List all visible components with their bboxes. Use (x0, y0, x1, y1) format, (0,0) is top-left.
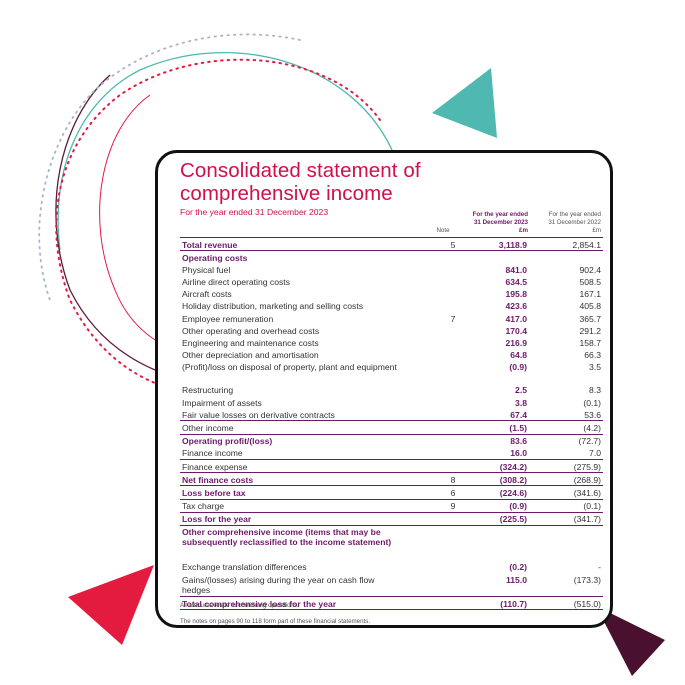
table-row: Restructuring 2.5 8.3 (182, 385, 601, 396)
table-row: Loss for the year (225.5) (341.7) (180, 511, 603, 525)
statement-subtitle: For the year ended 31 December 2023 (180, 207, 329, 217)
current-header-unit: £m (519, 227, 528, 234)
table-row: Exchange translation differences (0.2) - (182, 562, 601, 573)
table-row: Total revenue 5 3,118.9 2,854.1 (180, 237, 603, 250)
table-row: Finance expense (324.2) (275.9) (180, 459, 603, 472)
statement-card: Consolidated statement of comprehensive … (155, 150, 613, 628)
table-row: Fair value losses on derivative contract… (182, 409, 601, 420)
prior-header-line1: For the year ended (548, 211, 601, 218)
purple-arc (55, 74, 156, 371)
red-triangle (68, 565, 154, 645)
table-row: Holiday distribution, marketing and sell… (182, 301, 601, 312)
prior-header-line2: 31 December 2022 (548, 219, 601, 226)
table-row: Other comprehensive income (items that m… (180, 524, 603, 561)
current-year-header: For the year ended 31 December 2023 £m (448, 211, 528, 235)
current-header-line1: For the year ended (472, 211, 528, 218)
table-row: (Profit)/loss on disposal of property, p… (182, 362, 601, 373)
table-row: Airline direct operating costs 634.5 508… (182, 277, 601, 288)
dotted-arc-pink (55, 58, 381, 386)
table-row: Tax charge 9 (0.9) (0.1) (180, 498, 603, 512)
title-line-1: Consolidated statement of (180, 159, 421, 182)
prior-year-header: For the year ended 31 December 2022 £m (523, 211, 601, 235)
table-row: Employee remuneration 7 417.0 365.7 (182, 313, 601, 324)
table-row: Operating costs (180, 250, 603, 263)
red-arc (99, 94, 156, 341)
table-row: Physical fuel 841.0 902.4 (182, 264, 601, 275)
teal-arc (57, 52, 393, 251)
table-row: Finance income 16.0 7.0 (182, 448, 601, 459)
footnote-notes-pages: The notes on pages 90 to 118 form part o… (180, 618, 371, 625)
table-row: Operating profit/(loss) 83.6 (72.7) (180, 433, 603, 447)
table-row: Aircraft costs 195.8 167.1 (182, 289, 601, 300)
table-row: Other depreciation and amortisation 64.8… (182, 350, 601, 361)
table-row: Engineering and maintenance costs 216.9 … (182, 338, 601, 348)
table-row: Loss before tax 6 (224.6) (341.6) (180, 485, 603, 498)
table-row: Net finance costs 8 (308.2) (268.9) (180, 472, 603, 485)
title-line-2: comprehensive income (180, 182, 393, 205)
note-column-header: Note (436, 227, 450, 234)
footnote-continuing-operations: All amounts relate to continuing operati… (180, 602, 299, 609)
current-header-line2: 31 December 2023 (473, 219, 528, 226)
income-statement-table: Total revenue 5 3,118.9 2,854.1 Operatin… (180, 237, 603, 611)
table-row: Gains/(losses) arising during the year o… (182, 574, 601, 595)
statement-title: Consolidated statement of comprehensive … (180, 159, 421, 205)
table-row: Total comprehensive loss for the year (1… (180, 596, 603, 611)
teal-triangle (432, 68, 497, 138)
table-row: Other income (1.5) (4.2) (180, 420, 603, 433)
prior-header-unit: £m (592, 227, 601, 234)
maroon-triangle (596, 606, 665, 676)
table-row: Other operating and overhead costs 170.4… (182, 325, 601, 336)
table-row: Impairment of assets 3.8 (0.1) (182, 397, 601, 408)
